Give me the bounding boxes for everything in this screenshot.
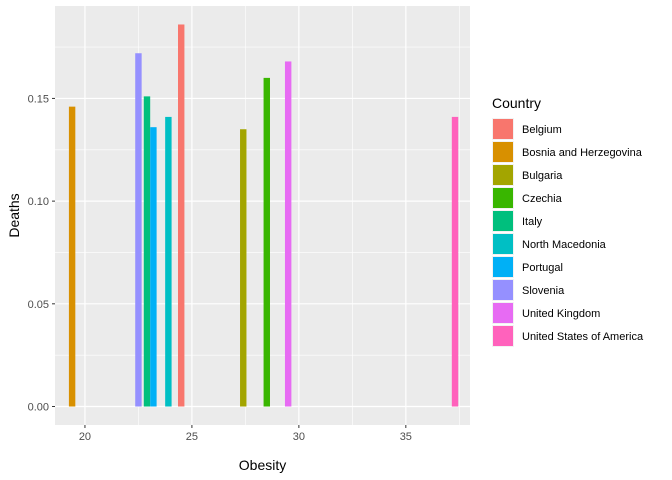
- x-tick-label: 30: [293, 431, 305, 443]
- legend-swatch: [493, 326, 513, 346]
- bar-italy: [143, 96, 151, 407]
- legend-label: Portugal: [522, 262, 563, 274]
- legend-label: North Macedonia: [522, 239, 607, 251]
- grid-minor: [55, 6, 470, 425]
- bar-portugal: [150, 127, 157, 407]
- legend-label: Bulgaria: [522, 170, 563, 182]
- bars: [68, 24, 459, 407]
- legend-swatch: [493, 165, 513, 185]
- y-tick-label: 0.15: [28, 93, 49, 105]
- x-tick-label: 35: [400, 431, 412, 443]
- y-axis-title: Deaths: [6, 193, 22, 237]
- bar-belgium: [178, 24, 185, 407]
- y-tick-label: 0.00: [28, 402, 49, 414]
- bar-united-states-of-america: [451, 116, 459, 407]
- legend-swatch: [493, 188, 513, 208]
- y-tick-label: 0.05: [28, 299, 49, 311]
- plot-panel: [55, 6, 470, 425]
- x-axis: 20 25 30 35: [79, 425, 412, 443]
- bar-czechia: [263, 77, 270, 407]
- legend-swatch: [493, 257, 513, 277]
- bar-north-macedonia: [165, 116, 172, 407]
- bar-united-kingdom: [284, 61, 292, 407]
- legend-label: Belgium: [522, 124, 562, 136]
- legend-label: Bosnia and Herzegovina: [522, 147, 643, 159]
- legend-title: Country: [492, 95, 541, 111]
- legend-label: Italy: [522, 216, 543, 228]
- legend-label: United States of America: [522, 331, 644, 343]
- bar-slovenia: [135, 53, 142, 407]
- y-axis: 0.00 0.05 0.10 0.15: [28, 93, 55, 414]
- x-tick-label: 25: [186, 431, 198, 443]
- legend-swatch: [493, 234, 513, 254]
- y-tick-label: 0.10: [28, 196, 49, 208]
- legend-label: Czechia: [522, 193, 563, 205]
- x-tick-label: 20: [79, 431, 91, 443]
- legend-label: United Kingdom: [522, 308, 600, 320]
- legend-swatch: [493, 280, 513, 300]
- legend-swatch: [493, 142, 513, 162]
- legend-swatch: [493, 303, 513, 323]
- legend: Country Belgium Bosnia and Herzegovina Bul…: [492, 95, 644, 347]
- grid-major: [55, 6, 470, 425]
- bar-bosnia-and-herzegovina: [68, 106, 76, 407]
- legend-swatch: [493, 211, 513, 231]
- legend-label: Slovenia: [522, 285, 565, 297]
- x-axis-title: Obesity: [239, 457, 286, 473]
- legend-swatch: [493, 119, 513, 139]
- bar-bulgaria: [240, 129, 247, 407]
